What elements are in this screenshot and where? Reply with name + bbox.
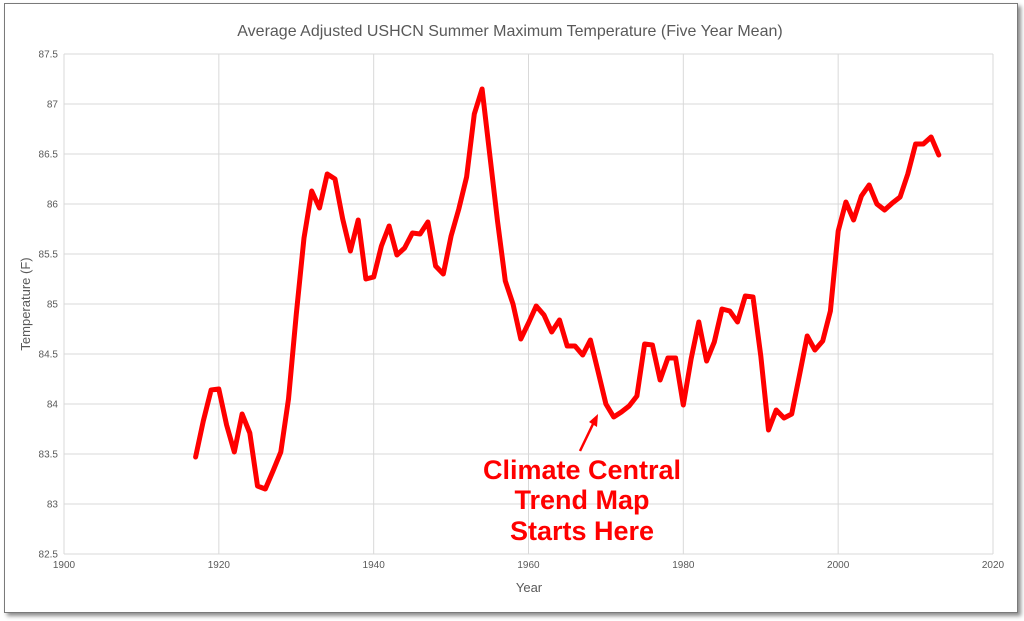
annotation-arrow-head xyxy=(589,414,598,427)
x-tick-label: 1900 xyxy=(53,560,76,571)
annotation-line-3: Starts Here xyxy=(510,516,654,546)
y-axis-label: Temperature (F) xyxy=(18,257,33,350)
annotation: Climate Central Trend Map Starts Here xyxy=(483,414,681,546)
chart-title: Average Adjusted USHCN Summer Maximum Te… xyxy=(237,23,782,40)
x-tick-label: 1940 xyxy=(363,560,386,571)
y-tick-label: 87 xyxy=(47,100,59,111)
y-tick-label: 85.5 xyxy=(39,250,59,261)
y-tick-label: 84.5 xyxy=(39,350,59,361)
y-tick-label: 82.5 xyxy=(39,550,59,561)
x-tick-label: 1960 xyxy=(517,560,540,571)
x-tick-label: 1920 xyxy=(208,560,231,571)
x-tick-labels: 1900 1920 1940 1960 1980 2000 2020 xyxy=(53,560,1005,571)
series-group xyxy=(193,86,942,492)
x-axis-label: Year xyxy=(516,580,543,595)
y-tick-label: 83.5 xyxy=(39,450,59,461)
y-tick-label: 85 xyxy=(47,300,59,311)
y-tick-label: 87.5 xyxy=(39,50,59,61)
y-tick-label: 86.5 xyxy=(39,150,59,161)
annotation-line-1: Climate Central xyxy=(483,455,681,485)
y-tick-label: 86 xyxy=(47,200,59,211)
annotation-arrow-shaft xyxy=(578,423,595,452)
y-tick-labels: 82.5 83 83.5 84 84.5 85 85.5 86 86.5 87 87.5 xyxy=(39,50,59,561)
y-tick-label: 84 xyxy=(47,400,59,411)
x-tick-label: 2000 xyxy=(827,560,850,571)
y-tick-label: 83 xyxy=(47,500,59,511)
x-tick-label: 1980 xyxy=(672,560,695,571)
x-tick-label: 2020 xyxy=(982,560,1005,571)
series-line xyxy=(193,86,942,492)
annotation-line-2: Trend Map xyxy=(514,485,649,515)
chart-frame xyxy=(4,3,1018,613)
